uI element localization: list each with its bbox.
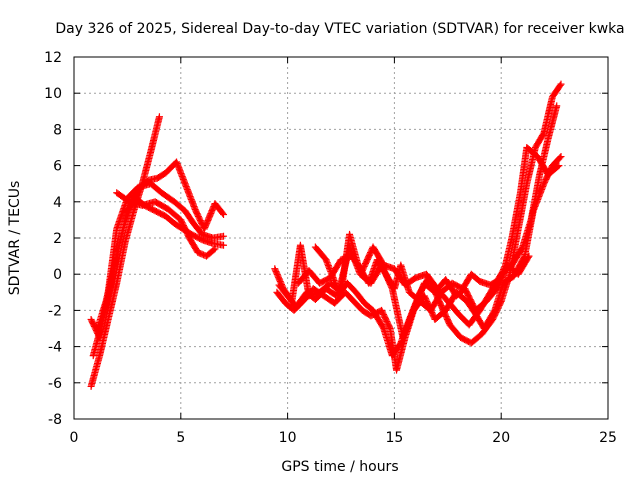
x-tick-label: 20	[492, 430, 510, 446]
data-point	[556, 154, 564, 162]
data-point	[220, 241, 228, 249]
x-tick-label: 10	[279, 430, 297, 446]
x-axis-label: GPS time / hours	[281, 459, 398, 475]
data-point	[219, 209, 227, 217]
data-point	[553, 102, 561, 110]
series-track-j	[311, 243, 533, 342]
data-point	[556, 81, 564, 89]
y-tick-label: 2	[53, 231, 62, 247]
data-point	[557, 80, 565, 88]
y-axis-label: SDTVAR / TECUs	[7, 181, 23, 296]
y-tick-label: -6	[48, 376, 62, 392]
data-point	[155, 113, 163, 121]
x-tick-label: 15	[385, 430, 403, 446]
chart-title: Day 326 of 2025, Sidereal Day-to-day VTE…	[55, 21, 624, 37]
data-point	[385, 323, 393, 331]
y-tick-label: -2	[48, 303, 62, 319]
x-tick-label: 25	[599, 430, 617, 446]
y-tick-label: 4	[53, 195, 62, 211]
y-tick-label: 6	[53, 159, 62, 175]
y-tick-label: 10	[44, 86, 62, 102]
data-points	[87, 80, 565, 390]
axis-ticks: 0 5 10 15 20 25 -8 -6 -4 -2 0 2 4 6 8 10 12	[44, 50, 617, 446]
data-point	[210, 246, 218, 254]
series-track-e	[113, 189, 219, 260]
x-tick-label: 0	[70, 430, 79, 446]
data-point	[220, 232, 228, 240]
y-tick-label: 0	[53, 267, 62, 283]
y-tick-label: -4	[48, 340, 62, 356]
data-point	[211, 245, 219, 253]
data-point	[525, 252, 533, 260]
x-tick-label: 5	[176, 430, 185, 446]
data-point	[554, 163, 562, 171]
y-tick-label: 8	[53, 122, 62, 138]
data-point	[220, 210, 228, 218]
y-tick-label: 12	[44, 50, 62, 66]
series-track-d	[93, 158, 228, 332]
data-point	[555, 162, 563, 170]
y-tick-label: -8	[48, 412, 62, 428]
data-point	[557, 153, 565, 161]
data-point	[524, 253, 532, 261]
